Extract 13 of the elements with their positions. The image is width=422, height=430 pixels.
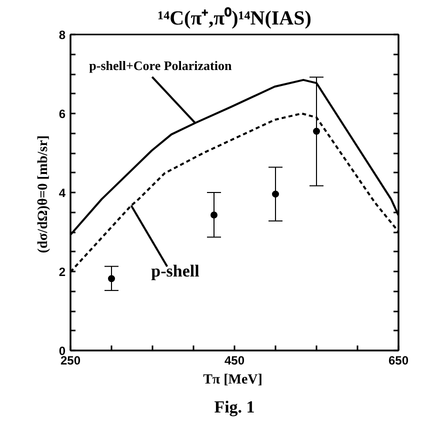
chart-title: ¹⁴C(π⁺,π⁰)¹⁴N(IAS) bbox=[158, 6, 312, 30]
x-axis-title: Tπ [MeV] bbox=[203, 372, 262, 388]
annotation: p-shell bbox=[151, 262, 200, 281]
y-tick-label: 8 bbox=[58, 28, 66, 42]
x-tick-label: 450 bbox=[224, 354, 245, 368]
y-tick-label: 2 bbox=[58, 265, 66, 279]
caption: Fig. 1 bbox=[214, 398, 255, 416]
y-axis-title: (dσ/dΩ)θ=0 [mb/sr] bbox=[36, 135, 51, 254]
x-tick-label: 650 bbox=[388, 354, 409, 368]
y-tick-label: 6 bbox=[58, 107, 66, 121]
annotation: p-shell+Core Polarization bbox=[89, 58, 232, 73]
y-tick-label: 4 bbox=[58, 186, 66, 200]
x-tick-label: 250 bbox=[60, 354, 81, 368]
